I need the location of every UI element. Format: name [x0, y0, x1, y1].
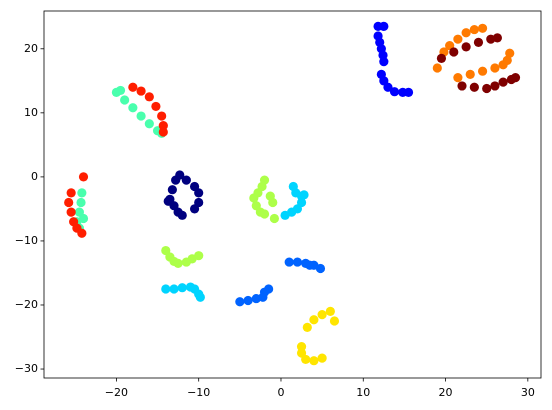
point — [379, 21, 389, 31]
point — [264, 284, 274, 294]
point — [436, 53, 447, 63]
point — [175, 170, 185, 180]
point — [144, 92, 154, 102]
point — [498, 77, 508, 87]
point — [136, 86, 146, 96]
point — [510, 73, 521, 83]
point — [502, 55, 512, 65]
point — [299, 190, 309, 200]
point — [169, 284, 179, 294]
point — [315, 263, 326, 274]
point — [157, 111, 167, 121]
y-tick-label: −20 — [15, 298, 38, 311]
point — [473, 37, 484, 47]
y-tick-label: 20 — [24, 42, 38, 55]
point — [453, 73, 463, 83]
point — [453, 34, 463, 44]
point — [128, 82, 138, 92]
point — [66, 207, 76, 217]
point — [151, 101, 161, 112]
x-tick-label: 10 — [356, 386, 370, 399]
point — [115, 85, 126, 96]
point — [177, 283, 187, 293]
point — [490, 63, 500, 73]
point — [379, 56, 389, 67]
point — [309, 356, 319, 366]
point — [158, 127, 168, 137]
point — [284, 257, 294, 267]
point — [158, 121, 168, 131]
point — [449, 47, 459, 57]
point — [482, 83, 492, 94]
point — [296, 342, 307, 352]
y-tick-label: −30 — [15, 362, 38, 375]
point — [465, 69, 475, 80]
point — [490, 81, 500, 91]
point — [317, 309, 327, 320]
point — [461, 28, 471, 38]
point — [265, 191, 275, 201]
point — [136, 111, 146, 121]
point — [457, 81, 467, 91]
point — [235, 297, 245, 307]
point — [77, 228, 87, 238]
point — [432, 63, 442, 73]
point — [181, 175, 191, 185]
point — [194, 188, 204, 198]
point — [477, 23, 488, 33]
point — [505, 48, 515, 58]
point — [78, 172, 89, 182]
axes-frame — [43, 10, 542, 379]
point — [317, 353, 327, 363]
x-tick-label: 20 — [439, 386, 453, 399]
point — [195, 292, 205, 302]
point — [76, 197, 86, 208]
point — [128, 103, 138, 113]
point — [77, 188, 87, 198]
point — [280, 210, 290, 220]
x-tick-label: 0 — [277, 386, 284, 399]
point — [461, 42, 471, 52]
point — [167, 185, 177, 195]
point — [194, 251, 204, 261]
point — [144, 119, 154, 129]
point — [243, 295, 253, 306]
point — [389, 87, 400, 97]
point — [403, 87, 414, 97]
point — [259, 209, 270, 219]
y-tick-label: 0 — [31, 170, 38, 183]
point — [189, 204, 200, 214]
point — [469, 24, 479, 35]
point — [64, 197, 74, 208]
x-tick-label: 30 — [521, 386, 535, 399]
point — [309, 315, 319, 325]
point — [329, 316, 340, 326]
point — [66, 188, 76, 198]
point — [163, 196, 173, 206]
point — [383, 82, 393, 92]
point — [302, 322, 312, 333]
point — [301, 354, 311, 365]
x-tick-label: −10 — [187, 386, 210, 399]
point — [477, 66, 488, 76]
point — [249, 193, 259, 203]
point — [292, 257, 303, 267]
point — [469, 82, 479, 92]
point — [177, 210, 187, 220]
point — [161, 284, 171, 294]
point — [78, 213, 89, 224]
point — [492, 33, 502, 43]
point — [325, 306, 335, 316]
point — [269, 213, 279, 224]
y-tick-label: 10 — [24, 106, 38, 119]
point — [120, 95, 130, 105]
x-tick-label: −20 — [105, 386, 128, 399]
point — [173, 258, 183, 268]
y-tick-label: −10 — [15, 234, 38, 247]
